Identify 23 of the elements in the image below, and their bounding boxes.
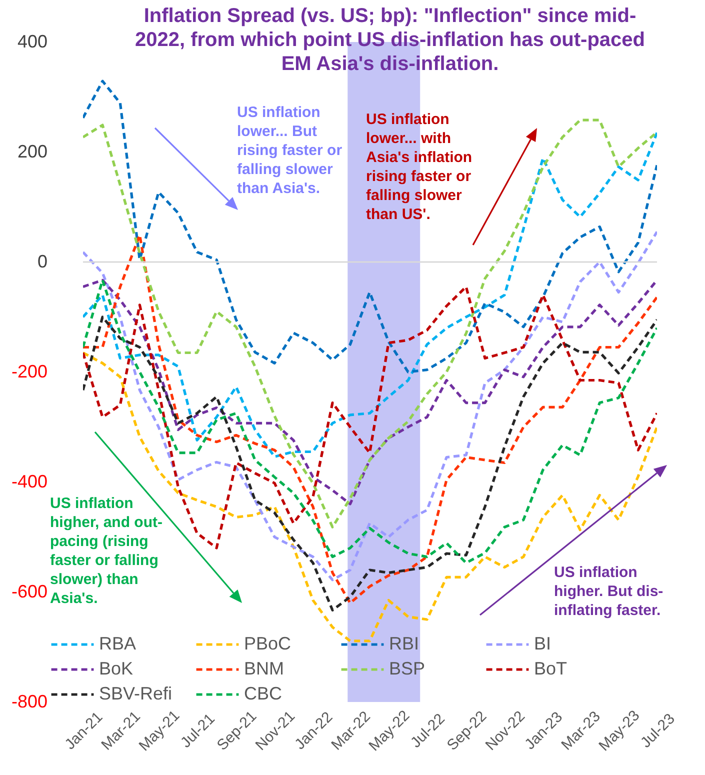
legend-label: RBA (99, 634, 136, 654)
legend-label: SBV-Refi (99, 684, 172, 704)
annotation: US inflation lower... with Asia's inflation rising faster or falling slower than US'. (366, 110, 474, 224)
legend-label: BoK (99, 658, 134, 678)
chart-title: Inflation Spread (vs. US; bp): "Inflection" since mid-2022, from which point US dis-inflation has out-paced EM Asia's dis-inflation. (134, 4, 646, 76)
legend-label: BNM (244, 658, 284, 678)
legend-label: RBI (389, 634, 420, 654)
y-tick-label: 400 (17, 32, 48, 52)
y-tick-label: -200 (11, 362, 48, 382)
annotation: US inflation higher, and out-pacing (rising faster or falling slower) than Asia's. (50, 494, 164, 608)
legend-label: BI (534, 634, 552, 654)
y-tick-label: -800 (11, 692, 48, 712)
y-tick-label: -400 (11, 472, 48, 492)
y-tick-label: 200 (17, 142, 48, 162)
y-tick-label: 0 (37, 252, 48, 272)
annotation: US inflation higher. But dis-inflating faster. (554, 563, 664, 620)
legend-label: PBoC (244, 634, 292, 654)
legend-label: CBC (244, 684, 282, 704)
line-series (83, 80, 657, 374)
legend-label: BSP (389, 658, 426, 678)
y-tick-label: -600 (11, 582, 48, 602)
legend-label: BoT (534, 658, 568, 678)
annotation: US inflation lower... But rising faster or falling slower than Asia's. (237, 103, 344, 198)
